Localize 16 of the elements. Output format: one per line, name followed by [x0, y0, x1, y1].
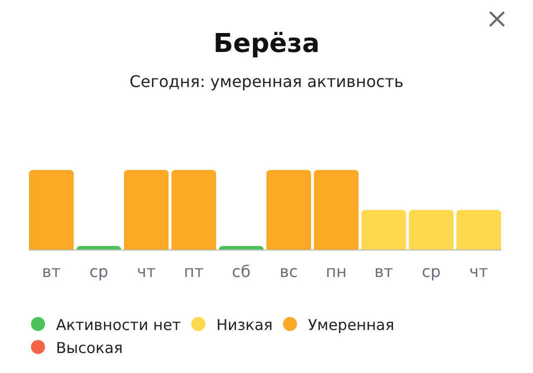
x-tick-label: сб: [232, 262, 251, 281]
x-tick-label: пт: [184, 262, 204, 281]
legend-label: Активности нет: [56, 316, 182, 334]
chart-title: Берёза: [213, 29, 320, 59]
x-tick-label: вт: [42, 262, 61, 281]
x-tick-label: пн: [326, 262, 347, 281]
legend-label: Умеренная: [308, 316, 394, 334]
x-tick-label: ср: [422, 262, 441, 281]
x-tick-label: чт: [136, 262, 156, 281]
x-tick-label: вс: [280, 262, 298, 281]
legend-label: Низкая: [216, 316, 273, 334]
legend-label: Высокая: [56, 339, 123, 357]
x-tick-label: ср: [89, 262, 108, 281]
chart-subtitle: Сегодня: умеренная активность: [129, 72, 404, 91]
x-tick-label: вт: [374, 262, 394, 281]
x-tick-label: чт: [469, 262, 488, 281]
